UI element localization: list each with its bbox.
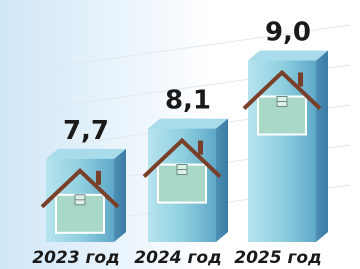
bar — [144, 119, 228, 242]
bar-front — [248, 61, 316, 243]
x-tick-label: 2025 год — [234, 248, 322, 268]
x-tick-label: 2024 год — [134, 248, 222, 268]
value-label: 7,7 — [63, 116, 109, 146]
bar-top — [248, 51, 328, 61]
house-chimney — [96, 171, 101, 185]
value-label: 8,1 — [165, 86, 211, 116]
bar — [244, 51, 328, 243]
x-tick-label: 2023 год — [32, 248, 120, 268]
house-chimney — [198, 141, 203, 155]
bar-side — [216, 119, 228, 242]
house-chimney — [298, 73, 303, 87]
value-label: 9,0 — [265, 18, 311, 48]
bar-side — [316, 51, 328, 243]
chart: 7,7 2023 год 8,1 2024 год 9,0 2025 год — [0, 0, 360, 269]
bar-side — [114, 149, 126, 242]
bar — [42, 149, 126, 242]
bar-top — [46, 149, 126, 159]
bar-top — [148, 119, 228, 129]
